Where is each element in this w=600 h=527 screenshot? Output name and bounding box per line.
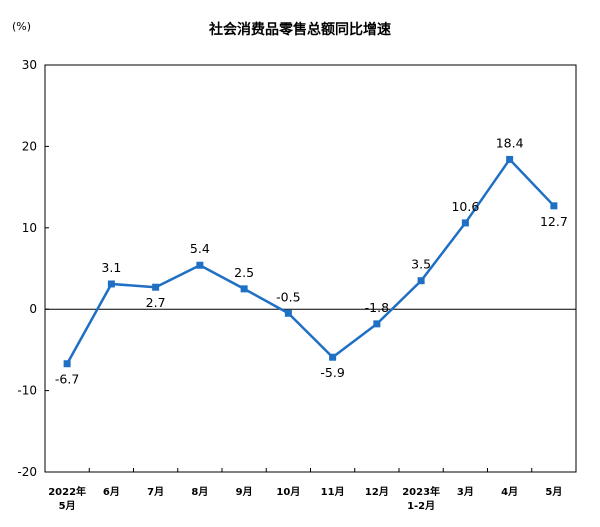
y-unit-label: (%) xyxy=(12,20,31,33)
data-point xyxy=(461,219,469,227)
watermark: 知乎 @爱投资爱生活 xyxy=(450,494,590,512)
y-tick-label: 0 xyxy=(29,302,37,316)
data-label: 2.7 xyxy=(146,295,166,310)
data-point xyxy=(152,283,160,291)
x-tick-label-line2: 1-2月 xyxy=(407,500,435,512)
data-label: 5.4 xyxy=(190,241,210,256)
plot-area xyxy=(44,64,577,473)
data-label: 10.6 xyxy=(451,199,479,214)
y-tick-label: 10 xyxy=(22,221,37,235)
data-point xyxy=(63,360,71,368)
x-tick-label: 9月 xyxy=(236,486,253,498)
y-tick-label: 20 xyxy=(22,139,37,153)
data-point xyxy=(240,285,248,293)
data-point xyxy=(284,309,292,317)
x-tick-label: 7月 xyxy=(147,486,164,498)
y-axis: -20 -10 0 10 20 30 xyxy=(17,58,49,479)
data-label: -5.9 xyxy=(320,365,344,380)
data-point xyxy=(373,320,381,328)
data-label: 3.5 xyxy=(411,257,431,272)
data-label: -1.8 xyxy=(365,300,389,315)
y-tick-label: -20 xyxy=(17,465,37,479)
x-tick-label: 5月 xyxy=(545,486,562,498)
data-point xyxy=(329,353,337,361)
x-axis: 2022年 5月 6月 7月 8月 9月 10月 11月 12月 2023年 1-2月 3月 4月 5月 xyxy=(44,468,577,512)
data-point xyxy=(417,277,425,285)
x-tick-label: 8月 xyxy=(191,486,208,498)
x-tick-label: 2023年 xyxy=(402,485,440,498)
x-tick-label: 3月 xyxy=(457,486,474,498)
y-tick-label: 30 xyxy=(22,58,37,72)
x-tick-label-line2: 5月 xyxy=(59,500,76,512)
x-tick-label: 10月 xyxy=(276,486,300,498)
x-tick-label: 12月 xyxy=(365,486,389,498)
data-point xyxy=(506,155,514,163)
data-label: -0.5 xyxy=(276,289,300,304)
chart-title: 社会消费品零售总额同比增速 xyxy=(208,21,391,38)
data-label: 2.5 xyxy=(234,265,254,280)
data-label: -6.7 xyxy=(55,372,79,387)
x-tick-label: 4月 xyxy=(501,486,518,498)
x-tick-label: 2022年 xyxy=(48,485,86,498)
y-tick-label: -10 xyxy=(17,384,37,398)
x-tick-label: 11月 xyxy=(321,486,345,498)
data-point xyxy=(107,280,115,288)
data-point xyxy=(196,261,204,269)
data-label: 3.1 xyxy=(101,260,121,275)
series-path xyxy=(66,158,555,365)
data-labels: -6.7 3.1 2.7 5.4 2.5 -0.5 -5.9 -1.8 3.5 10.6 18.4 1… xyxy=(55,135,568,386)
series-line xyxy=(63,155,558,368)
data-point xyxy=(550,202,558,210)
data-label: 18.4 xyxy=(496,135,524,150)
x-tick-label: 6月 xyxy=(103,486,120,498)
data-label: 12.7 xyxy=(540,214,568,229)
